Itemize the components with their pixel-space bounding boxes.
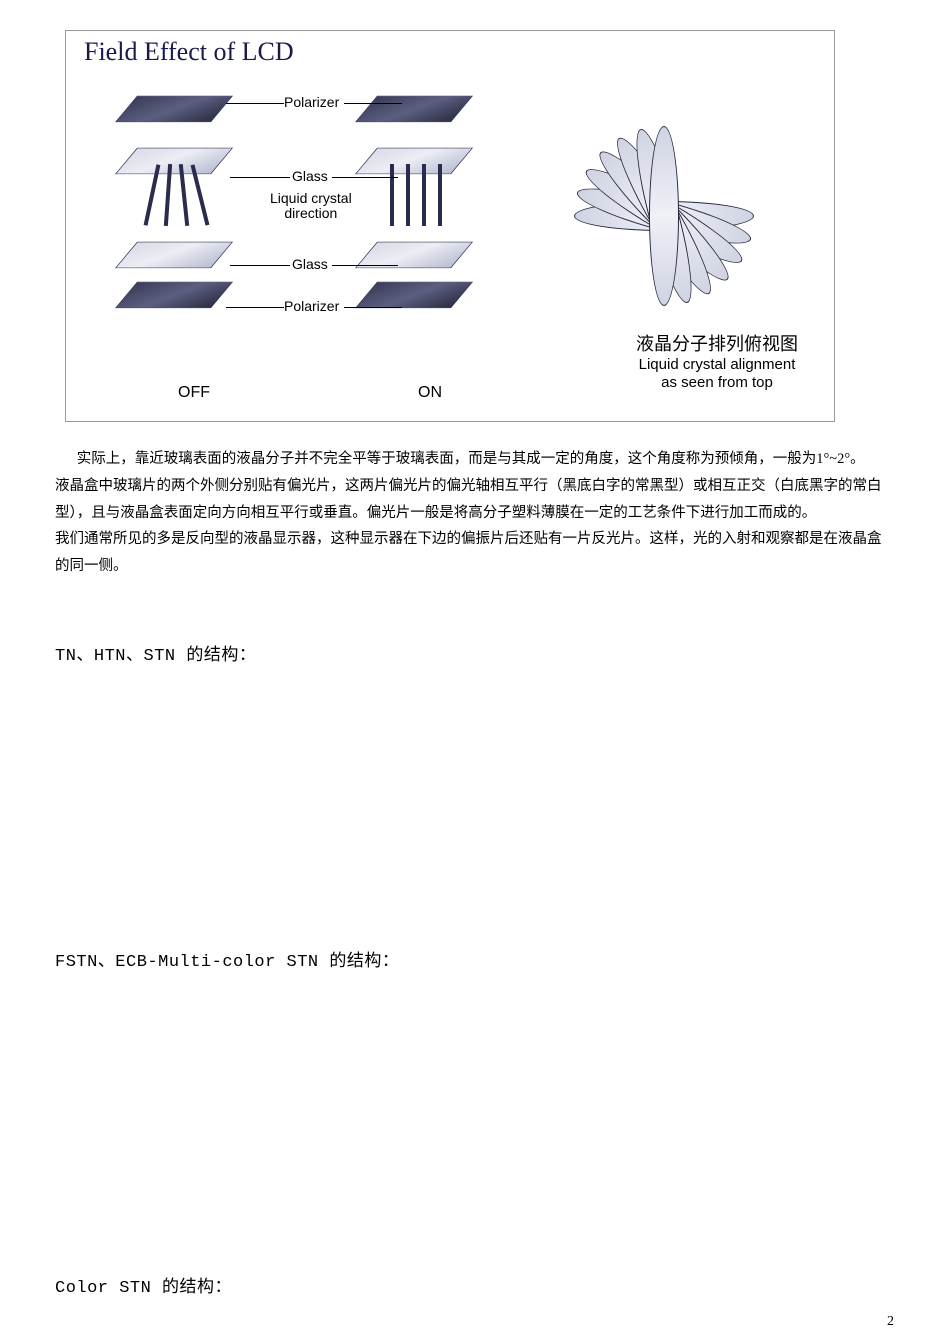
heading-color-stn: Color STN 的结构： (55, 1272, 895, 1298)
page-number: 2 (887, 1314, 894, 1330)
leader-line (226, 103, 284, 104)
leader-line (344, 103, 402, 104)
lcd-stack-off (126, 86, 222, 298)
lcd-stack-on (366, 86, 462, 298)
leader-line (230, 265, 290, 266)
label-polarizer-bottom: Polarizer (284, 299, 339, 314)
paragraph-3: 我们通常所见的多是反向型的液晶显示器，这种显示器在下边的偏振片后还贴有一片反光片… (55, 531, 882, 574)
right-caption: 液晶分子排列俯视图 Liquid crystal alignment as se… (636, 333, 798, 393)
body-text-block: 实际上，靠近玻璃表面的液晶分子并不完全平等于玻璃表面，而是与其成一定的角度，这个… (55, 446, 895, 580)
lc-twist-off (144, 164, 222, 232)
polarizer-plate (115, 282, 233, 308)
figure-title: Field Effect of LCD (84, 37, 294, 67)
label-polarizer-top: Polarizer (284, 95, 339, 110)
label-glass-top: Glass (292, 169, 328, 184)
paragraph-1: 实际上，靠近玻璃表面的液晶分子并不完全平等于玻璃表面，而是与其成一定的角度，这个… (55, 446, 895, 473)
polarizer-plate (355, 96, 473, 122)
lc-vertical-on (384, 164, 462, 232)
label-off: OFF (178, 384, 210, 402)
caption-cn: 液晶分子排列俯视图 (636, 333, 798, 356)
caption-en1: Liquid crystal alignment (636, 356, 798, 375)
label-glass-bottom: Glass (292, 257, 328, 272)
leader-line (332, 265, 398, 266)
leader-line (230, 177, 290, 178)
leader-line (344, 307, 402, 308)
paragraph-2: 液晶盒中玻璃片的两个外侧分别贴有偏光片，这两片偏光片的偏光轴相互平行（黑底白字的… (55, 478, 882, 521)
label-liquid-crystal: Liquid crystal direction (270, 191, 352, 222)
figure-field-effect-lcd: Field Effect of LCD Polarizer Glass Liqu (65, 30, 835, 422)
heading-fstn-ecb: FSTN、ECB-Multi-color STN 的结构： (55, 946, 895, 972)
heading-tn-htn-stn: TN、HTN、STN 的结构： (55, 640, 895, 666)
glass-plate (115, 242, 233, 268)
leader-line (226, 307, 284, 308)
polarizer-plate (115, 96, 233, 122)
caption-en2: as seen from top (636, 374, 798, 393)
lc-alignment-top-view (554, 111, 774, 321)
polarizer-plate (355, 282, 473, 308)
leader-line (332, 177, 398, 178)
label-on: ON (418, 384, 442, 402)
